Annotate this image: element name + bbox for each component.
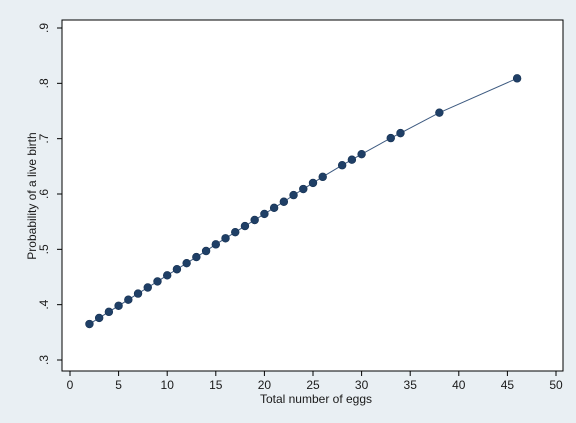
y-tick-label: .5 (37, 244, 51, 254)
x-tick-label: 30 (355, 378, 369, 392)
data-point (182, 258, 191, 268)
data-point (124, 295, 133, 304)
data-point (240, 221, 250, 231)
data-point (269, 203, 279, 213)
x-tick-label: 10 (161, 378, 175, 392)
x-tick-label: 0 (67, 378, 74, 392)
y-tick-label: .8 (37, 78, 51, 88)
x-tick-label: 5 (115, 378, 122, 392)
x-tick-label: 25 (306, 378, 320, 392)
data-point (357, 149, 366, 159)
data-point (143, 283, 152, 292)
data-point (104, 307, 114, 317)
data-point (211, 240, 221, 249)
series-group (85, 74, 522, 329)
x-axis: 0 5 10 15 20 25 30 35 40 45 50 (67, 371, 563, 392)
data-point (386, 133, 395, 143)
data-point (201, 246, 211, 256)
data-point (114, 301, 123, 310)
data-point (308, 178, 318, 188)
data-point (172, 265, 182, 274)
data-point (231, 227, 240, 237)
data-point (435, 108, 444, 117)
data-point (396, 128, 405, 138)
data-point (299, 184, 308, 194)
data-point (347, 155, 357, 164)
data-point (133, 289, 143, 298)
y-tick-label: .9 (37, 23, 51, 33)
x-tick-label: 20 (258, 378, 272, 392)
data-point (85, 319, 94, 329)
data-point (250, 215, 259, 225)
y-axis-title: Probability of a live birth (25, 132, 39, 259)
y-tick-label: .6 (37, 189, 51, 199)
data-point (279, 197, 289, 206)
y-tick-label: .4 (37, 299, 51, 309)
data-point (260, 209, 269, 219)
data-point (153, 277, 162, 286)
x-tick-label: 35 (404, 378, 418, 392)
data-point (94, 313, 104, 323)
data-point (318, 172, 327, 182)
x-tick-label: 45 (501, 378, 515, 392)
x-tick-label: 15 (209, 378, 223, 392)
y-tick-label: .3 (37, 355, 51, 365)
x-tick-label: 50 (549, 378, 563, 392)
data-point (289, 190, 298, 200)
data-point (192, 252, 201, 262)
data-point (337, 161, 347, 170)
y-axis: .3 .4 .5 .6 .7 .8 .9 (37, 23, 62, 365)
y-tick-label: .7 (37, 133, 51, 143)
data-point (512, 74, 522, 83)
data-point (163, 271, 172, 280)
plot-area (61, 19, 564, 372)
data-point (221, 234, 230, 243)
x-tick-label: 40 (452, 378, 466, 392)
x-axis-title: Total number of eggs (260, 392, 372, 406)
